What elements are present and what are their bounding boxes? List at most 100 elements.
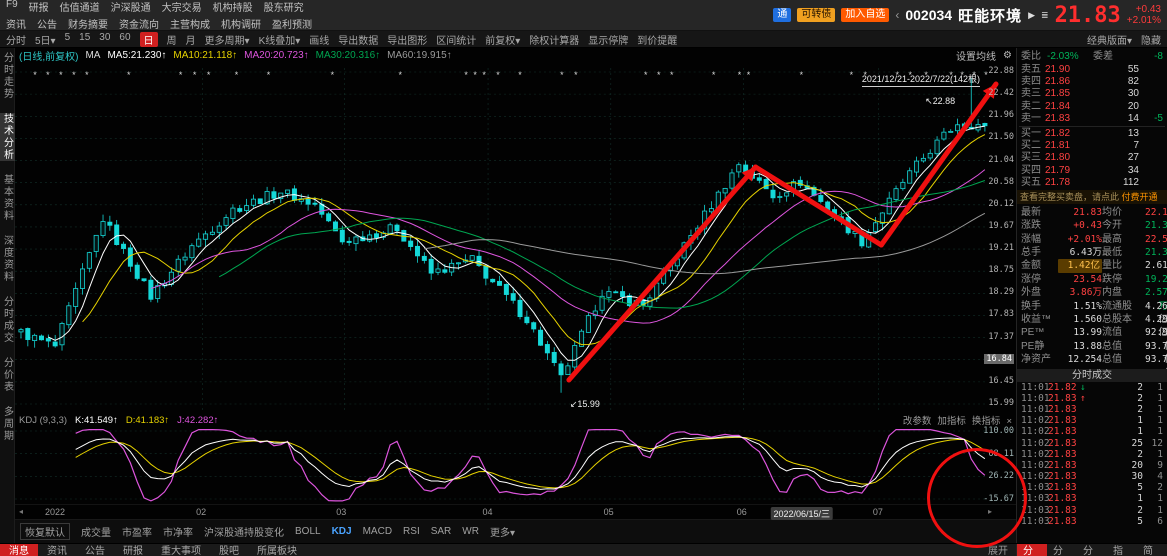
sidebar-tab[interactable]: 分时走势 — [1, 52, 13, 100]
toolbar-button[interactable]: 日 — [139, 31, 158, 47]
sidebar-tab[interactable]: 分价表 — [1, 357, 13, 393]
sidebar-tab[interactable]: 多周期 — [1, 406, 13, 442]
top-menu-item[interactable]: 大宗交易 — [161, 3, 202, 14]
tape-row[interactable]: 11:03 21.83 1 1 — [1021, 493, 1163, 505]
top-menu-item[interactable]: 主营构成 — [170, 20, 210, 31]
toolbar-button[interactable]: 导出数据 — [338, 35, 379, 47]
tape-row[interactable]: 11:01 21.83 2 1 — [1021, 403, 1163, 415]
toolbar-button[interactable]: 导出图形 — [387, 35, 428, 47]
ask-row[interactable]: 卖一 21.83 14 -5 — [1021, 112, 1163, 124]
tape-row[interactable]: 11:01 21.83 ↑ 2 1 — [1021, 392, 1163, 404]
toolbar-button[interactable]: 除权计算器 — [529, 35, 580, 47]
toolbar-button[interactable]: 5日▾ — [35, 35, 56, 47]
bottom-tab[interactable]: 研报 — [123, 546, 143, 556]
indicator-tab[interactable]: MACD — [362, 526, 393, 537]
tape-tab[interactable]: 分时 — [1083, 546, 1093, 556]
top-menu-item[interactable]: 公告 — [37, 20, 57, 31]
kdj-action-button[interactable]: × — [1006, 416, 1012, 427]
toolbar-right-button[interactable]: 经典版面▾ — [1086, 35, 1132, 47]
bottom-tab[interactable]: 公告 — [85, 546, 105, 556]
bid-row[interactable]: 买五 21.78 112 — [1021, 176, 1139, 188]
top-menu-item[interactable]: 沪深股通 — [110, 3, 151, 14]
tape-tab[interactable]: 分价 — [1053, 546, 1063, 556]
bottom-tab[interactable]: 资讯 — [47, 546, 67, 556]
list-icon[interactable]: ≣ — [1041, 9, 1049, 20]
indicator-tab[interactable]: KDJ — [331, 526, 352, 537]
add-watchlist-button[interactable]: 加入自选 — [841, 8, 890, 22]
toolbar-button[interactable]: 前复权▾ — [485, 35, 521, 47]
indicator-tab[interactable]: 市净率 — [163, 528, 193, 539]
scroll-left-icon[interactable]: ◂ — [19, 507, 24, 516]
indicator-tab[interactable]: 更多▾ — [489, 528, 515, 539]
tape-row[interactable]: 11:02 21.83 1 1 — [1021, 426, 1163, 438]
indicator-tab[interactable]: SAR — [430, 526, 452, 537]
indicator-tab[interactable]: 成交量 — [81, 528, 111, 539]
top-menu-item[interactable]: 盈利预测 — [272, 20, 312, 31]
toolbar-button[interactable]: 显示停牌 — [588, 35, 629, 47]
shenzhen-connect-badge[interactable]: 通 — [773, 8, 792, 22]
bottom-tab[interactable]: 重大事项 — [161, 546, 201, 556]
tape-row[interactable]: 11:02 21.83 30 4 — [1021, 471, 1163, 483]
bid-row[interactable]: 买二 21.81 7 — [1021, 140, 1139, 152]
tape-row[interactable]: 11:01 21.82 ↓ 2 1 — [1021, 381, 1163, 393]
sidebar-tab[interactable]: 技术分析 — [0, 113, 15, 161]
ask-row[interactable]: 卖三 21.85 30 — [1021, 88, 1139, 100]
kdj-action-button[interactable]: 换指标 — [971, 416, 1001, 427]
bid-row[interactable]: 买一 21.82 13 — [1021, 127, 1139, 139]
tape-row[interactable]: 11:03 21.83 2 1 — [1021, 504, 1163, 516]
toolbar-button[interactable]: K线叠加▾ — [258, 35, 301, 47]
top-menu-item[interactable]: 机构持股 — [212, 3, 253, 14]
indicator-tab[interactable]: WR — [462, 526, 479, 537]
kdj-action-button[interactable]: 加指标 — [937, 416, 966, 427]
toolbar-button[interactable]: 60 — [119, 31, 131, 43]
kdj-action-button[interactable]: 改参数 — [902, 416, 932, 427]
tape-row[interactable]: 11:02 21.83 1 1 — [1021, 415, 1163, 427]
bottom-tab[interactable]: 所属板块 — [257, 546, 297, 556]
top-menu-item[interactable]: F9 — [6, 0, 18, 10]
tape-tab[interactable]: 简况 — [1143, 546, 1153, 556]
paywall-link[interactable]: 付费开通 — [1121, 191, 1158, 202]
expand-button[interactable]: 展开 — [988, 546, 1008, 556]
bid-row[interactable]: 买三 21.80 27 — [1021, 152, 1139, 164]
indicator-tab[interactable]: RSI — [403, 526, 420, 537]
toolbar-button[interactable]: 到价提醒 — [637, 35, 678, 47]
tape-tab[interactable]: 分笔 — [1017, 544, 1047, 556]
chevron-left-icon[interactable]: ‹ — [895, 8, 900, 22]
bottom-tab[interactable]: 股吧 — [219, 546, 239, 556]
top-menu-item[interactable]: 资讯 — [6, 20, 26, 31]
indicator-tab[interactable]: 沪深股通持股变化 — [204, 528, 284, 539]
scroll-right-icon[interactable]: ▸ — [987, 507, 992, 516]
tape-row[interactable]: 11:02 21.83 25 12 — [1021, 437, 1163, 449]
toolbar-button[interactable]: 区间统计 — [436, 35, 477, 47]
bottom-tab[interactable]: 消息 — [0, 544, 38, 556]
gear-icon[interactable]: ⚙ — [1003, 49, 1012, 61]
top-menu-item[interactable]: 机构调研 — [221, 20, 261, 31]
toolbar-button[interactable]: 5 — [64, 31, 71, 43]
bid-row[interactable]: 买四 21.79 34 — [1021, 164, 1139, 176]
tape-row[interactable]: 11:02 21.83 2 1 — [1021, 448, 1163, 460]
candlestick-chart[interactable]: * * * * * * * * * * * * * * * * * * * * * * * * * * * * * * * * * * * * ↖22.… — [15, 62, 1016, 414]
sidebar-tab[interactable]: 深度资料 — [1, 235, 13, 283]
time-axis[interactable]: ◂ ▸ 2022 02 03 04 05 06 2022/06/15/三 07 — [15, 504, 1016, 520]
top-menu-item[interactable]: 股东研究 — [263, 3, 304, 14]
toolbar-button[interactable]: 画线 — [309, 35, 330, 47]
ask-row[interactable]: 卖二 21.84 20 — [1021, 100, 1139, 112]
date-range-label[interactable]: 2021/12/21-2022/7/22(142根) — [861, 72, 980, 87]
toolbar-button[interactable]: 30 — [99, 31, 111, 43]
sidebar-tab[interactable]: 基本资料 — [1, 174, 13, 222]
top-menu-item[interactable]: 估值通道 — [59, 3, 100, 14]
indicator-tab[interactable]: 市盈率 — [122, 528, 152, 539]
top-menu-item[interactable]: 研报 — [28, 3, 49, 14]
ma-settings-button[interactable]: 设置均线 — [956, 51, 997, 63]
toolbar-button[interactable]: 更多周期▾ — [204, 35, 250, 47]
ask-row[interactable]: 卖四 21.86 82 — [1021, 76, 1139, 88]
toolbar-button[interactable]: 周 — [166, 35, 177, 47]
indicator-tab[interactable]: 恢复默认 — [20, 523, 70, 540]
convertible-bond-badge[interactable]: 可转债 — [797, 8, 836, 22]
top-menu-item[interactable]: 财务摘要 — [68, 20, 108, 31]
toolbar-button[interactable]: 15 — [79, 31, 91, 43]
tape-tab[interactable]: 指数 — [1113, 546, 1123, 556]
toolbar-button[interactable]: 分时 — [6, 35, 26, 47]
ask-row[interactable]: 卖五 21.90 55 — [1021, 64, 1139, 75]
toolbar-right-button[interactable]: 隐藏 — [1141, 35, 1161, 47]
